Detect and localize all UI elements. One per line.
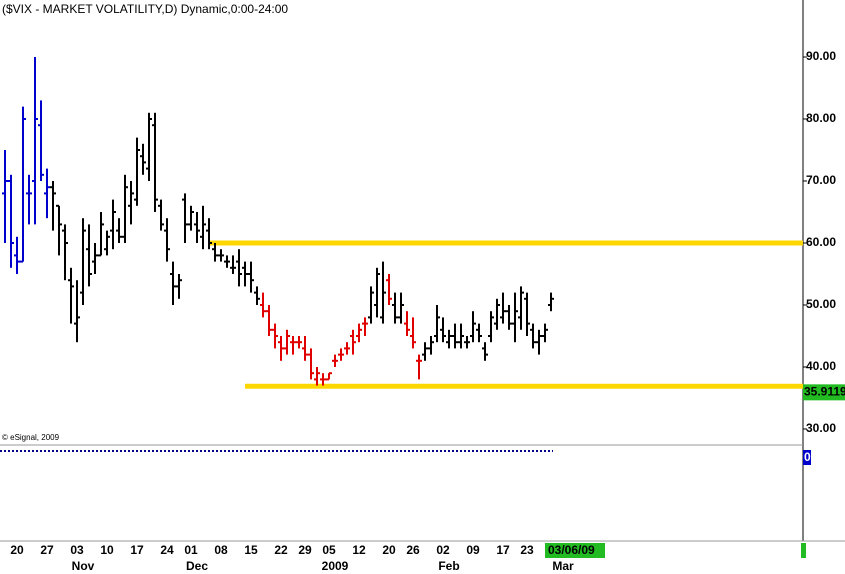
price-label-box bbox=[803, 384, 845, 401]
x-tick-label: 09 bbox=[466, 543, 480, 557]
axis-marker bbox=[801, 543, 806, 558]
y-tick-label: 90.00 bbox=[806, 49, 836, 63]
current-date-box bbox=[545, 543, 605, 558]
x-tick-label: 10 bbox=[100, 543, 114, 557]
month-label: Mar bbox=[552, 559, 574, 573]
y-tick-label: 30.00 bbox=[806, 421, 836, 435]
indicator-box bbox=[803, 450, 811, 465]
month-label: Feb bbox=[438, 559, 459, 573]
x-tick-label: 20 bbox=[382, 543, 396, 557]
y-tick-label: 50.00 bbox=[806, 297, 836, 311]
x-tick-label: 22 bbox=[274, 543, 288, 557]
x-tick-label: 27 bbox=[40, 543, 54, 557]
y-tick-label: 80.00 bbox=[806, 111, 836, 125]
x-tick-label: 26 bbox=[406, 543, 420, 557]
x-tick-label: 29 bbox=[298, 543, 312, 557]
y-tick-label: 60.00 bbox=[806, 235, 836, 249]
x-tick-label: 12 bbox=[352, 543, 366, 557]
month-label: Nov bbox=[72, 559, 95, 573]
x-tick-label: 23 bbox=[520, 543, 534, 557]
x-tick-label: 05 bbox=[322, 543, 336, 557]
x-tick-label: 17 bbox=[130, 543, 144, 557]
price-label: 35.9119 bbox=[804, 385, 845, 399]
month-label: 2009 bbox=[322, 559, 349, 573]
current-date-label: 03/06/09 bbox=[548, 543, 595, 557]
x-tick-label: 24 bbox=[160, 543, 174, 557]
credit: © eSignal, 2009 bbox=[2, 433, 60, 442]
x-tick-label: 02 bbox=[436, 543, 450, 557]
y-tick-label: 70.00 bbox=[806, 173, 836, 187]
indicator-label: 0 bbox=[804, 450, 811, 464]
x-tick-label: 15 bbox=[244, 543, 258, 557]
month-label: Dec bbox=[186, 559, 208, 573]
y-tick-label: 40.00 bbox=[806, 359, 836, 373]
chart-title: ($VIX - MARKET VOLATILITY,D) Dynamic,0:0… bbox=[2, 2, 288, 16]
x-tick-label: 03 bbox=[70, 543, 84, 557]
x-tick-label: 17 bbox=[496, 543, 510, 557]
x-tick-label: 08 bbox=[214, 543, 228, 557]
x-tick-label: 20 bbox=[10, 543, 24, 557]
x-tick-label: 01 bbox=[184, 543, 198, 557]
